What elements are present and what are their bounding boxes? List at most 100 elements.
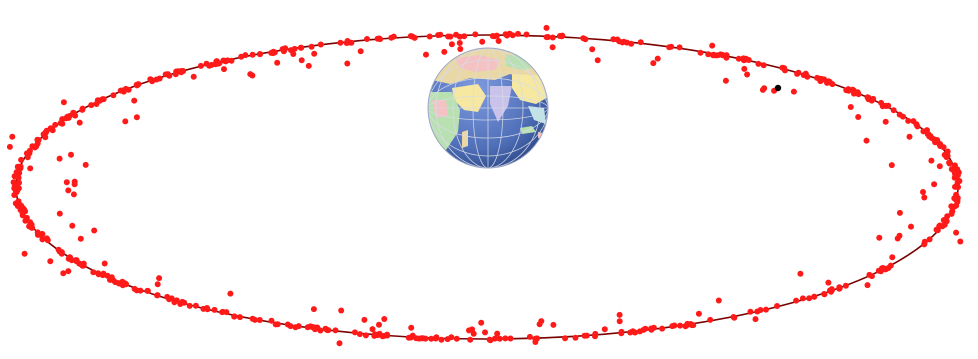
satellite-dot-icon [190,73,197,80]
satellite-dot-icon [491,335,498,342]
satellite-dot-icon [806,295,813,302]
satellite-dot-icon [659,325,666,332]
satellite-dot-icon [206,62,213,69]
satellite-dot-icon [921,240,928,247]
satellite-dot-icon [572,334,579,341]
satellite-dot-icon [496,335,503,342]
satellite-dot-icon [800,72,807,79]
satellite-dot-icon [735,55,742,62]
satellite-dot-icon [926,236,933,243]
satellite-dot-icon [866,271,873,278]
satellite-dot-icon [690,322,697,329]
satellite-dot-icon [515,30,521,37]
satellite-dot-icon [453,335,460,342]
satellite-dot-icon [457,46,464,52]
satellite-dot-icon [79,262,86,269]
satellite-dot-icon [836,284,843,291]
satellite-dot-icon [745,57,752,63]
satellite-dot-icon [47,258,54,265]
satellite-dot-icon [249,51,256,58]
satellite-dot-icon [324,327,331,334]
satellite-dot-icon [274,59,281,66]
satellite-dot-icon [953,202,960,209]
satellite-dot-icon [211,306,218,313]
satellite-dot-icon [793,297,800,304]
satellite-dot-icon [677,322,684,329]
satellite-dot-icon [274,321,281,328]
satellite-dot-icon [489,33,496,39]
satellite-dot-icon [351,329,358,336]
satellite-dot-icon [14,163,21,170]
satellite-dot-icon [56,210,63,217]
satellite-dot-icon [549,44,556,51]
satellite-dot-icon [133,114,140,121]
satellite-dot-icon [601,326,608,333]
satellite-dot-icon [154,292,161,299]
satellite-dot-icon [951,195,958,202]
satellite-dot-icon [479,38,486,45]
satellite-dot-icon [428,335,435,342]
satellite-dot-icon [164,71,171,78]
satellite-dot-icon [298,57,305,64]
satellite-dot-icon [924,127,930,134]
satellite-dot-icon [332,327,339,334]
satellite-dot-icon [495,38,502,44]
satellite-dot-icon [863,137,870,144]
satellite-dot-icon [710,52,717,59]
satellite-dot-icon [59,120,66,127]
satellite-dot-icon [156,275,163,282]
satellite-dot-icon [759,86,766,93]
satellite-dot-icon [825,279,832,286]
satellite-dot-icon [423,51,429,58]
satellite-dot-icon [134,82,140,89]
satellite-dot-icon [864,94,871,101]
satellite-dot-icon [63,179,70,186]
satellite-dot-icon [317,41,324,48]
satellite-dot-icon [131,97,138,104]
satellite-dot-icon [70,110,77,116]
satellite-dot-icon [26,223,33,230]
satellite-dot-icon [49,127,56,134]
satellite-dot-icon [295,323,302,330]
satellite-dot-icon [543,24,550,31]
satellite-dot-icon [166,296,173,303]
satellite-dot-icon [223,309,230,316]
satellite-dot-icon [752,316,759,323]
satellite-dot-icon [668,43,675,50]
satellite-dot-icon [921,194,928,201]
satellite-dot-icon [957,238,964,245]
satellite-dot-icon [920,189,926,195]
satellite-dot-icon [125,86,132,93]
satellite-dot-icon [364,36,370,42]
satellite-dot-icon [549,34,556,41]
satellite-dot-icon [287,323,294,330]
satellite-dot-icon [171,299,178,306]
satellite-dot-icon [22,217,29,224]
satellite-dot-icon [441,48,448,55]
satellite-dot-icon [709,42,716,49]
satellite-dot-icon [221,66,227,73]
satellite-dot-icon [70,191,77,198]
satellite-dot-icon [376,35,383,42]
satellite-dot-icon [855,91,862,98]
satellite-dot-icon [755,60,762,67]
satellite-dot-icon [723,52,730,59]
satellite-dot-icon [814,74,821,81]
satellite-dot-icon [44,236,51,243]
satellite-dot-icon [344,60,351,67]
satellite-dot-icon [956,178,963,184]
satellite-dot-icon [376,321,382,328]
satellite-dot-icon [76,119,83,126]
highlighted-satellites [774,84,782,92]
satellite-dot-icon [186,302,193,309]
earth-globe-icon [427,47,549,169]
satellite-dot-icon [100,270,107,277]
satellite-dot-icon [9,133,16,140]
satellite-dot-icon [314,324,321,331]
satellite-dot-icon [927,133,934,140]
satellite-dot-icon [100,96,107,103]
satellite-dot-icon [19,212,26,219]
satellite-dot-icon [870,95,877,102]
satellite-dot-icon [381,316,388,322]
satellite-dot-icon [714,52,721,59]
